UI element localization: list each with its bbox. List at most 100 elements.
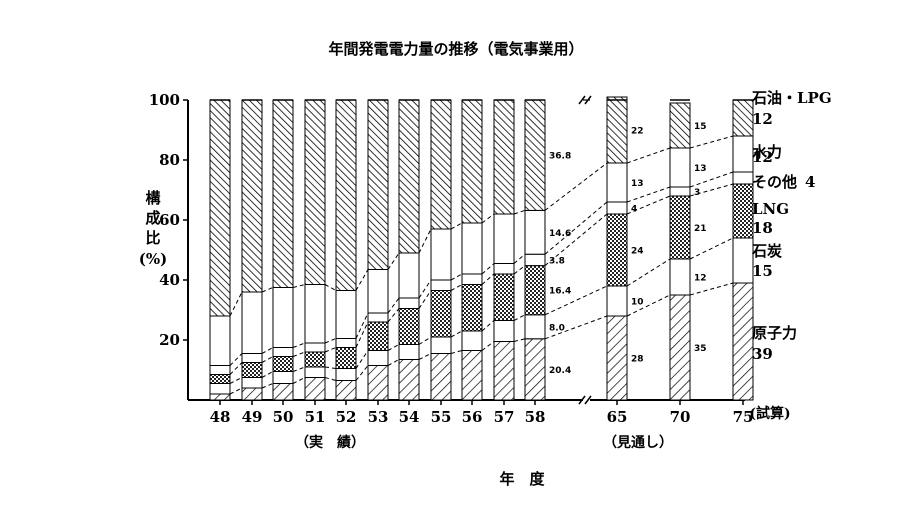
data-label-58-4: 14.6	[549, 229, 571, 239]
connector-12-0	[689, 282, 734, 296]
bar-segment-51-0	[304, 377, 326, 401]
bar-segment-55-4	[430, 228, 452, 281]
x-tick-label-75: 75	[733, 408, 754, 426]
bar-segment-57-1	[493, 320, 515, 342]
bar-segment-49-4	[241, 291, 263, 354]
legend-value-1: 12	[752, 148, 773, 166]
connector-7-4	[450, 222, 463, 230]
x-tick-label-48: 48	[210, 408, 231, 426]
data-labels: 20.4 8.0 16.4 3.8 14.6 36.8 28 10 24 4 13 22 35 12 21 3…	[549, 122, 707, 376]
bar-segment-58-0	[524, 338, 546, 401]
x-tick-labels: 48 49 50 51 52 53 54 55 56 57 58 65 70 75	[210, 408, 754, 426]
bar-segment-56-1	[461, 330, 483, 351]
bar-segment-70-5	[669, 102, 691, 149]
connector-10-1	[544, 285, 608, 316]
connector-0-3	[229, 353, 243, 366]
legend-name-0: 石油・LPG	[751, 89, 832, 107]
bar-segment-53-1	[367, 350, 389, 366]
connector-7-3	[450, 273, 463, 281]
x-tick-label-53: 53	[368, 408, 389, 426]
x-axis-label: 年 度	[499, 470, 545, 488]
connector-9-4	[513, 209, 526, 215]
connector-4-3	[355, 312, 369, 339]
legend-name-3: LNG	[752, 200, 789, 218]
data-label-70-4: 13	[694, 164, 707, 174]
bar-segment-48-3	[209, 365, 231, 375]
bar-segment-75-0	[732, 282, 754, 401]
bar-segment-49-0	[241, 387, 263, 401]
bar-segment-53-2	[367, 321, 389, 351]
bar-segment-65-3	[606, 201, 628, 215]
bar-segment-51-2	[304, 351, 326, 368]
bar-segment-48-2	[209, 374, 231, 384]
group-label-forecast: （見通し）	[603, 435, 673, 451]
connector-6-3	[418, 279, 432, 299]
bar-segment-53-3	[367, 312, 389, 323]
legend-value-5: 39	[752, 345, 773, 363]
bar-segment-65-0	[606, 315, 628, 401]
connector-12-3	[689, 171, 734, 188]
bar-segment-54-3	[398, 297, 420, 309]
bar-segment-57-5	[493, 99, 515, 215]
legend-value-0: 12	[752, 110, 773, 128]
connector-1-3	[261, 347, 274, 354]
x-tick-label-54: 54	[399, 408, 420, 426]
bar-segment-48-0	[209, 393, 231, 401]
legend-value-4: 15	[752, 262, 773, 280]
x-tick-label-56: 56	[462, 408, 483, 426]
connector-12-4	[689, 135, 734, 149]
bar-segment-75-5	[732, 99, 754, 137]
bar-segment-56-2	[461, 284, 483, 332]
bar-segment-57-4	[493, 213, 515, 264]
bar-segment-50-4	[272, 287, 294, 348]
connector-10-4	[544, 162, 608, 211]
bar-segment-65-5	[606, 96, 628, 164]
bar-segment-57-2	[493, 273, 515, 321]
legend-name-5: 原子力	[752, 324, 797, 342]
bar-segment-55-0	[430, 353, 452, 401]
bar-segment-49-3	[241, 353, 263, 363]
connector-11-1	[626, 258, 671, 287]
connector-5-4	[387, 252, 400, 270]
bar-segment-65-4	[606, 162, 628, 203]
bar-segment-54-0	[398, 359, 420, 401]
connector-9-0	[513, 338, 526, 342]
data-label-70-2: 21	[694, 224, 707, 234]
connector-0-0	[229, 387, 243, 395]
connector-11-4	[626, 147, 671, 164]
connector-4-1	[355, 350, 369, 369]
data-label-65-1: 10	[631, 298, 644, 308]
bar-segment-70-2	[669, 195, 691, 260]
bar-segment-52-0	[335, 380, 357, 401]
connector-6-4	[418, 228, 432, 254]
connector-7-0	[450, 350, 463, 354]
connector-8-0	[481, 341, 495, 351]
legend-name-1: 水力	[752, 143, 782, 161]
connector-12-1	[689, 237, 734, 260]
connector-1-2	[261, 356, 274, 363]
bars	[209, 96, 754, 401]
connector-9-2	[513, 265, 526, 275]
connector-1-1	[261, 371, 274, 378]
y-tick-label-80: 80	[159, 151, 180, 169]
connector-7-1	[450, 330, 463, 338]
bar-segment-51-3	[304, 342, 326, 353]
bar-segment-51-5	[304, 99, 326, 285]
bar-segment-52-5	[335, 99, 357, 291]
bar-segment-52-4	[335, 290, 357, 339]
y-label-line-3: 比	[145, 229, 160, 247]
connector-8-2	[481, 273, 495, 285]
bar-segment-70-4	[669, 147, 691, 188]
x-tick-label-52: 52	[336, 408, 357, 426]
bar-segment-58-3	[524, 253, 546, 267]
bar-segment-50-0	[272, 383, 294, 401]
y-tick-labels: 20 40 60 80 100	[149, 91, 180, 349]
bar-segment-49-5	[241, 99, 263, 293]
data-label-65-3: 4	[631, 205, 637, 215]
connector-8-4	[481, 213, 495, 224]
data-label-70-0: 35	[694, 344, 707, 354]
bar-segment-51-4	[304, 284, 326, 344]
bar-segment-56-5	[461, 99, 483, 224]
connector-lines	[229, 135, 734, 395]
bar-segment-54-1	[398, 344, 420, 360]
